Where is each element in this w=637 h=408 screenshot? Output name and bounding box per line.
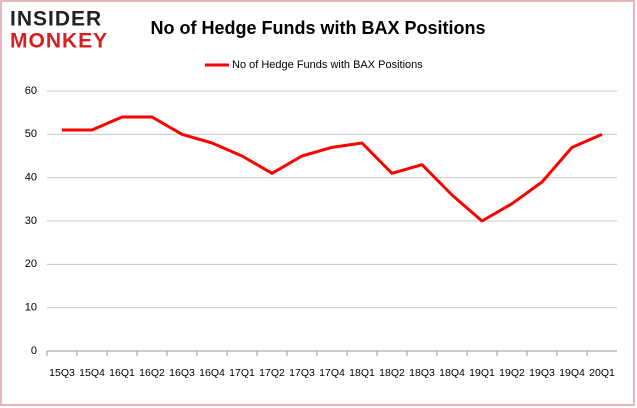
- x-tick-label: 18Q2: [379, 367, 405, 379]
- y-tick-label: 40: [25, 172, 37, 184]
- x-tick-label: 17Q2: [259, 367, 285, 379]
- y-tick-label: 60: [25, 85, 37, 97]
- x-tick-label: 18Q1: [349, 367, 375, 379]
- x-tick-label: 16Q1: [109, 367, 135, 379]
- x-tick-label: 17Q4: [319, 367, 345, 379]
- x-tick-label: 20Q1: [589, 367, 615, 379]
- y-tick-label: 10: [25, 302, 37, 314]
- x-tick-label: 16Q4: [199, 367, 225, 379]
- x-tick-label: 19Q1: [469, 367, 495, 379]
- x-tick-label: 16Q3: [169, 367, 195, 379]
- chart-title: No of Hedge Funds with BAX Positions: [151, 18, 486, 38]
- x-tick-label: 17Q3: [289, 367, 315, 379]
- x-tick-label: 15Q3: [49, 367, 75, 379]
- data-line: [62, 115, 603, 223]
- x-tick-label: 15Q4: [79, 367, 105, 379]
- x-tick-label: 19Q4: [559, 367, 585, 379]
- x-tick-label: 18Q4: [439, 367, 465, 379]
- y-tick-label: 0: [31, 345, 37, 357]
- y-tick-label: 50: [25, 128, 37, 140]
- logo-top: INSIDER: [10, 8, 102, 31]
- x-tick-label: 17Q1: [229, 367, 255, 379]
- x-tick-label: 19Q2: [499, 367, 525, 379]
- x-tick-label: 18Q3: [409, 367, 435, 379]
- x-tick-label: 19Q3: [529, 367, 555, 379]
- y-tick-label: 20: [25, 258, 37, 270]
- legend-label: No of Hedge Funds with BAX Positions: [232, 59, 423, 71]
- logo-bottom: MONKEY: [10, 30, 108, 53]
- x-tick-label: 16Q2: [139, 367, 165, 379]
- y-tick-label: 30: [25, 215, 37, 227]
